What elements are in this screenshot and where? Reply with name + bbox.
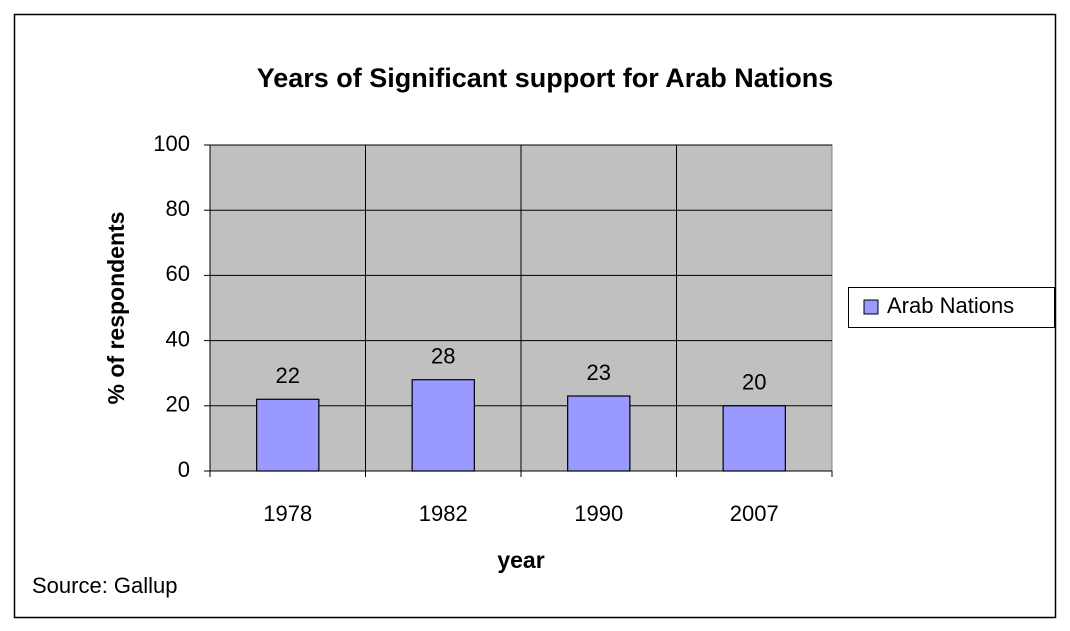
bar <box>411 379 475 472</box>
y-tick-label: 80 <box>166 196 190 221</box>
legend-swatch <box>863 299 879 315</box>
x-tick-label: 2007 <box>730 501 779 526</box>
legend-label: Arab Nations <box>887 293 1014 318</box>
bar <box>567 395 631 472</box>
x-tick-label: 1978 <box>263 501 312 526</box>
y-tick-label: 0 <box>178 457 190 482</box>
x-tick-label: 1990 <box>574 501 623 526</box>
y-tick-label: 40 <box>166 326 190 351</box>
bar <box>256 398 320 472</box>
data-label: 28 <box>431 344 455 369</box>
y-tick-label: 60 <box>166 261 190 286</box>
y-tick-label: 20 <box>166 392 190 417</box>
y-axis-title: % of respondents <box>103 212 129 405</box>
source-note: Source: Gallup <box>32 573 178 598</box>
data-label: 22 <box>276 363 300 388</box>
y-tick-label: 100 <box>153 131 190 156</box>
legend-box <box>848 287 1055 328</box>
bar <box>722 405 786 472</box>
data-label: 20 <box>742 370 766 395</box>
x-tick-label: 1982 <box>419 501 468 526</box>
x-axis-title: year <box>497 547 544 573</box>
chart-title: Years of Significant support for Arab Na… <box>257 63 834 93</box>
data-label: 23 <box>587 360 611 385</box>
